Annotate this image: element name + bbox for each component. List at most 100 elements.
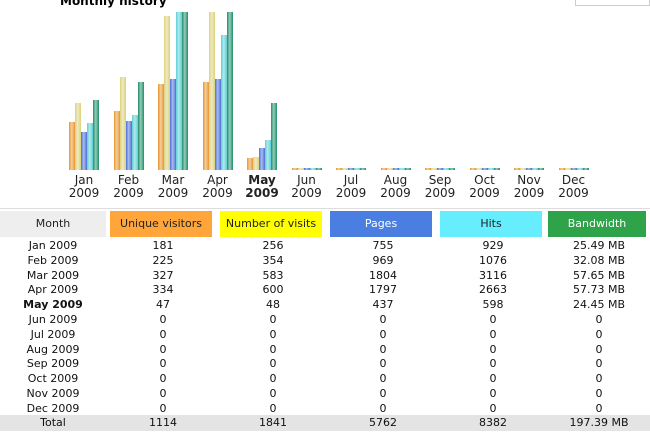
table-cell: 225 [152,253,174,267]
bar [469,168,476,170]
table-cell: 0 [489,387,497,400]
table-cell: 354 [262,253,284,267]
month-cell: Dec 2009 [26,401,80,415]
table-cell: 0 [595,372,603,386]
month-cell: Sep 2009 [26,357,80,371]
table-cell: 0 [595,327,603,341]
bar [309,168,316,170]
table-cell: 0 [159,372,167,386]
table-cell: 181 [152,239,174,252]
month-cell: Jun 2009 [28,313,78,326]
table-cell: 0 [269,401,277,415]
table-cell: 0 [269,313,277,326]
bar [487,168,494,170]
bar [342,168,348,170]
bar [69,122,75,170]
bar [526,168,532,170]
bar [449,168,455,170]
month-cell: Oct 2009 [27,372,79,386]
table-cell: 0 [595,357,603,371]
bar [481,168,488,170]
bar [125,120,132,170]
bar [87,122,93,170]
table-header: Hits [440,211,542,237]
table-cell: 0 [379,357,387,371]
total-cell: 197.39 MB [569,416,629,429]
table-cell: 0 [159,327,167,341]
x-tick-label: Dec 2009 [558,173,589,200]
table-cell: 0 [159,387,167,400]
x-tick-label: Feb 2009 [113,173,144,200]
table-cell: 47 [156,298,170,312]
table-cell: 1804 [369,268,397,282]
bar [475,168,482,170]
table-cell: 0 [159,357,167,371]
table-cell: 598 [482,298,504,312]
table-cell: 0 [595,313,603,326]
table-cell: 0 [489,401,497,415]
bar [386,168,393,170]
table-cell: 0 [269,342,277,356]
divider [0,208,650,209]
table-cell: 1076 [479,253,507,267]
x-tick-label: Jul 2009 [335,173,367,200]
bar [93,100,99,170]
x-tick-label: Sep 2009 [424,173,456,200]
table-cell: 57.65 MB [572,268,626,282]
bar [431,168,437,170]
bar [315,168,322,170]
bar [208,12,215,170]
table-cell: 48 [266,298,280,312]
bar [253,157,259,170]
x-tick-label: Jun 2009 [291,173,322,200]
table-cell: 0 [159,401,167,415]
bar [131,115,138,170]
table-cell: 0 [489,372,497,386]
bar [532,168,538,170]
table-cell: 3116 [479,268,507,282]
table-cell: 24.45 MB [572,298,626,312]
table-cell: 334 [152,283,174,297]
table-cell: 57.73 MB [572,283,626,297]
bar [119,76,126,170]
table-cell: 600 [262,283,284,297]
table-cell: 755 [372,239,394,252]
month-cell: Jul 2009 [30,327,76,341]
table-header: Pages [330,211,432,237]
bar [398,168,405,170]
table-header: Unique visitors [110,211,212,237]
month-cell: Mar 2009 [26,268,80,282]
table-cell: 0 [379,342,387,356]
table-cell: 0 [159,313,167,326]
table-cell: 0 [595,387,603,400]
bar [75,102,81,170]
bar [582,168,589,170]
table-cell: 0 [269,372,277,386]
bar [570,168,577,170]
table-header: Month [0,211,106,237]
table-cell: 0 [489,342,497,356]
table-cell: 256 [262,239,284,252]
bar [113,110,120,170]
table-cell: 0 [159,342,167,356]
table-header: Number of visits [220,211,322,237]
bar [158,83,164,170]
table-cell: 1797 [369,283,397,297]
month-cell: May 2009 [23,298,83,312]
table-cell: 327 [152,268,174,282]
x-tick-label: Mar 2009 [157,173,189,200]
month-cell: Aug 2009 [26,342,80,356]
x-tick-label: Apr 2009 [202,173,233,200]
table-cell: 929 [482,239,504,252]
bar [538,168,544,170]
table-cell: 0 [269,357,277,371]
total-cell: 5762 [369,416,397,429]
bar [137,82,144,170]
total-cell: 1841 [259,416,287,429]
bar [247,157,253,170]
bar [259,147,265,170]
bar [170,78,176,170]
table-cell: 0 [379,401,387,415]
table-cell: 969 [372,253,394,267]
